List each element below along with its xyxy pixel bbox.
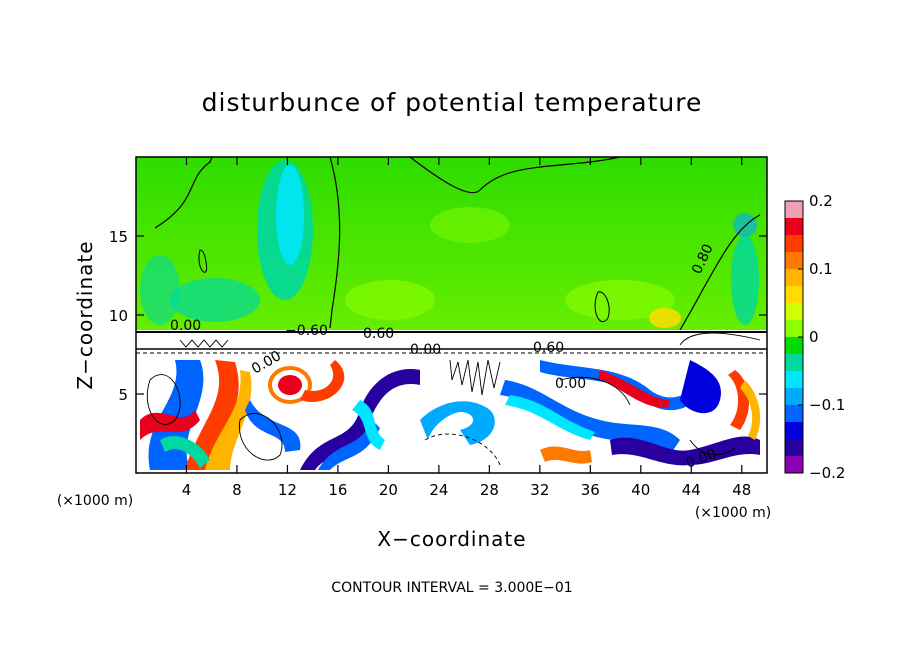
y-tick-label: 15 — [109, 228, 128, 246]
colorbar-segment — [785, 439, 803, 457]
x-tick-label: 8 — [232, 481, 242, 499]
colorbar — [784, 200, 804, 474]
colorbar-segment — [785, 303, 803, 321]
y-tick-label: 10 — [109, 307, 128, 325]
colorbar-segment — [785, 235, 803, 253]
colorbar-tick-label: 0.1 — [809, 260, 833, 278]
x-tick-label: 20 — [379, 481, 398, 499]
x-tick-label: 28 — [480, 481, 499, 499]
contour-interval-note: CONTOUR INTERVAL = 3.000E−01 — [331, 580, 572, 596]
x-unit-label-right: (×1000 m) — [695, 505, 771, 521]
colorbar-segment — [785, 354, 803, 372]
y-tick-label: 5 — [118, 386, 128, 404]
colorbar-segment — [785, 269, 803, 287]
x-tick-label: 48 — [732, 481, 751, 499]
contour-label: 0.60 — [533, 340, 564, 356]
colorbar-segment — [785, 422, 803, 440]
x-axis: 4 8 12 16 20 24 28 32 36 40 44 48 — [182, 157, 751, 499]
colorbar-segment — [785, 405, 803, 423]
x-tick-label: 16 — [328, 481, 347, 499]
x-unit-label: (×1000 m) — [57, 493, 133, 509]
contour-label: 0.60 — [363, 326, 394, 342]
x-axis-label: X−coordinate — [377, 527, 526, 551]
x-tick-label: 4 — [182, 481, 192, 499]
y-axis-label: Z−coordinate — [73, 240, 97, 389]
y-axis: 5 10 15 — [109, 228, 767, 404]
x-tick-label: 44 — [682, 481, 701, 499]
colorbar-segment — [785, 456, 803, 474]
colorbar-tick-label: −0.1 — [809, 396, 845, 414]
x-tick-label: 40 — [631, 481, 650, 499]
heatmap-field — [136, 157, 767, 473]
x-tick-label: 24 — [429, 481, 448, 499]
colorbar-tick-label: 0 — [809, 328, 819, 346]
colorbar-ticks: 0.2 0.1 0 −0.1 −0.2 — [798, 192, 845, 482]
colorbar-segment — [785, 320, 803, 338]
contour-label: 0.00 — [555, 376, 586, 392]
colorbar-segment — [785, 371, 803, 389]
colorbar-segment — [785, 201, 803, 219]
colorbar-tick-label: −0.2 — [809, 464, 845, 482]
chart-title: disturbunce of potential temperature — [202, 88, 703, 117]
colorbar-segment — [785, 388, 803, 406]
x-tick-label: 36 — [581, 481, 600, 499]
contour-label: −0.60 — [285, 323, 328, 339]
colorbar-tick-label: 0.2 — [809, 192, 833, 210]
colorbar-segment — [785, 337, 803, 355]
colorbar-segment — [785, 218, 803, 236]
x-tick-label: 32 — [530, 481, 549, 499]
x-tick-label: 12 — [278, 481, 297, 499]
contour-label: 0.00 — [410, 342, 441, 358]
colorbar-segment — [785, 252, 803, 270]
contour-label: 0.00 — [170, 318, 201, 334]
colorbar-segment — [785, 286, 803, 304]
